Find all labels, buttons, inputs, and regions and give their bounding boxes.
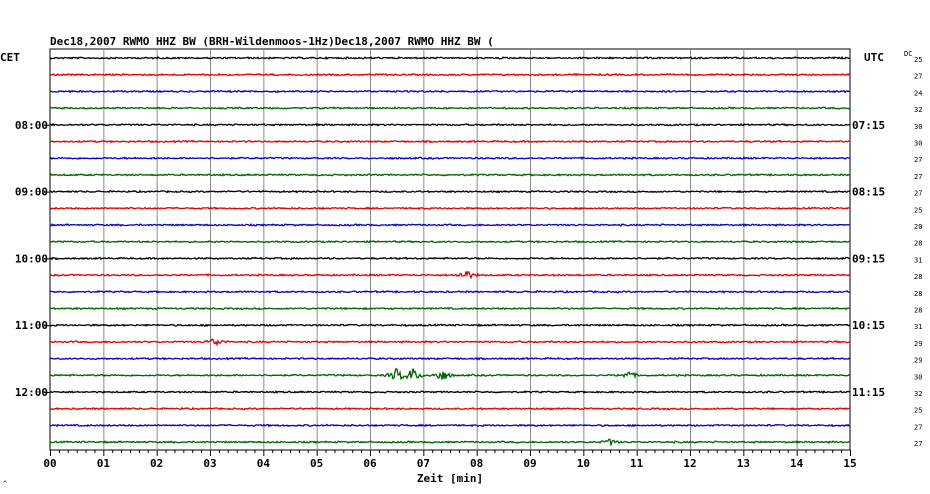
seismic-trace-13	[49, 270, 851, 280]
seismic-trace-18	[50, 356, 851, 361]
dc-offset-label: 20	[914, 223, 922, 231]
seismic-trace-14	[49, 289, 850, 294]
seismic-trace-2	[49, 89, 851, 94]
x-tick-label: 03	[203, 457, 216, 470]
dc-offset-label: 30	[914, 373, 922, 381]
seismic-trace-21	[49, 406, 851, 411]
label-layer: 00 01 02 03 04 05 06 07 08 09 10 11 12 13 14 15 25 27 24 32…	[15, 56, 923, 470]
dc-offset-label: 28	[914, 307, 922, 315]
dc-offset-label: 28	[914, 273, 922, 281]
dc-offset-label: 28	[914, 290, 922, 298]
x-tick-label: 10	[577, 457, 590, 470]
seismic-trace-19	[49, 367, 851, 381]
left-hour-label: 10:00	[15, 252, 48, 265]
dc-offset-label: 30	[914, 140, 922, 148]
dc-offset-label: 27	[914, 190, 922, 198]
dc-offset-label: 24	[914, 89, 922, 97]
x-tick-label: 15	[843, 457, 856, 470]
seismic-trace-23	[49, 438, 851, 448]
left-timezone-label: CET	[0, 51, 20, 64]
seismic-trace-22	[49, 423, 851, 428]
seismic-trace-1	[49, 72, 851, 77]
seismic-trace-7	[49, 172, 851, 177]
dc-offset-label: 27	[914, 156, 922, 164]
x-tick-label: 05	[310, 457, 323, 470]
x-tick-label: 06	[363, 457, 377, 470]
x-tick-label: 12	[683, 457, 696, 470]
seismic-trace-16	[49, 323, 851, 328]
left-hour-label: 12:00	[15, 386, 48, 399]
grid-layer	[44, 48, 851, 456]
x-tick-label: 09	[523, 457, 536, 470]
right-hour-label: 10:15	[852, 319, 885, 332]
dc-offset-label: 32	[914, 106, 922, 114]
seismic-trace-0	[49, 56, 851, 61]
trace-layer	[49, 56, 851, 448]
x-tick-label: 11	[630, 457, 644, 470]
seismic-trace-20	[49, 390, 851, 394]
x-tick-label: 04	[257, 457, 271, 470]
dc-offset-label: 28	[914, 240, 922, 248]
left-hour-label: 08:00	[15, 119, 48, 132]
right-hour-label: 08:15	[852, 186, 885, 199]
x-tick-label: 02	[150, 457, 163, 470]
left-hour-label: 11:00	[15, 319, 48, 332]
dc-offset-label: 29	[914, 357, 922, 365]
dc-offset-label: 25	[914, 407, 922, 415]
right-hour-label: 11:15	[852, 386, 885, 399]
right-timezone-label: UTC	[864, 51, 884, 64]
x-axis-label: Zeit [min]	[417, 472, 483, 485]
seismic-trace-8	[49, 189, 851, 194]
dc-offset-label: 27	[914, 440, 922, 448]
dc-offset-label: 30	[914, 123, 922, 131]
dc-offset-label: 27	[914, 73, 922, 81]
x-tick-label: 08	[470, 457, 483, 470]
seismic-trace-17	[49, 338, 851, 347]
x-tick-label: 01	[97, 457, 111, 470]
seismic-trace-6	[49, 156, 851, 161]
seismic-trace-15	[49, 306, 851, 311]
seismic-trace-12	[49, 256, 851, 261]
left-hour-label: 09:00	[15, 186, 48, 199]
right-hour-label: 07:15	[852, 119, 885, 132]
chart-title: Dec18,2007 RWMO HHZ BW (BRH-Wildenmoos-1…	[50, 35, 494, 48]
x-tick-label: 00	[43, 457, 56, 470]
seismic-trace-9	[49, 206, 851, 211]
seismic-trace-4	[49, 122, 851, 127]
x-tick-label: 14	[790, 457, 804, 470]
dc-offset-label: 27	[914, 173, 922, 181]
dc-label: DC	[904, 50, 912, 58]
seismic-trace-3	[49, 106, 851, 110]
corner-mark: ^	[3, 480, 7, 488]
dc-offset-label: 32	[914, 390, 922, 398]
x-tick-label: 13	[737, 457, 750, 470]
dc-offset-label: 31	[914, 323, 922, 331]
dc-offset-label: 31	[914, 256, 922, 264]
right-hour-label: 09:15	[852, 252, 885, 265]
seismic-trace-10	[49, 223, 851, 227]
x-tick-label: 07	[417, 457, 430, 470]
seismic-trace-11	[49, 239, 851, 244]
dc-offset-label: 29	[914, 340, 922, 348]
seismic-trace-5	[49, 139, 850, 144]
dc-offset-label: 25	[914, 56, 922, 64]
dc-offset-label: 25	[914, 206, 922, 214]
dc-offset-label: 27	[914, 423, 922, 431]
